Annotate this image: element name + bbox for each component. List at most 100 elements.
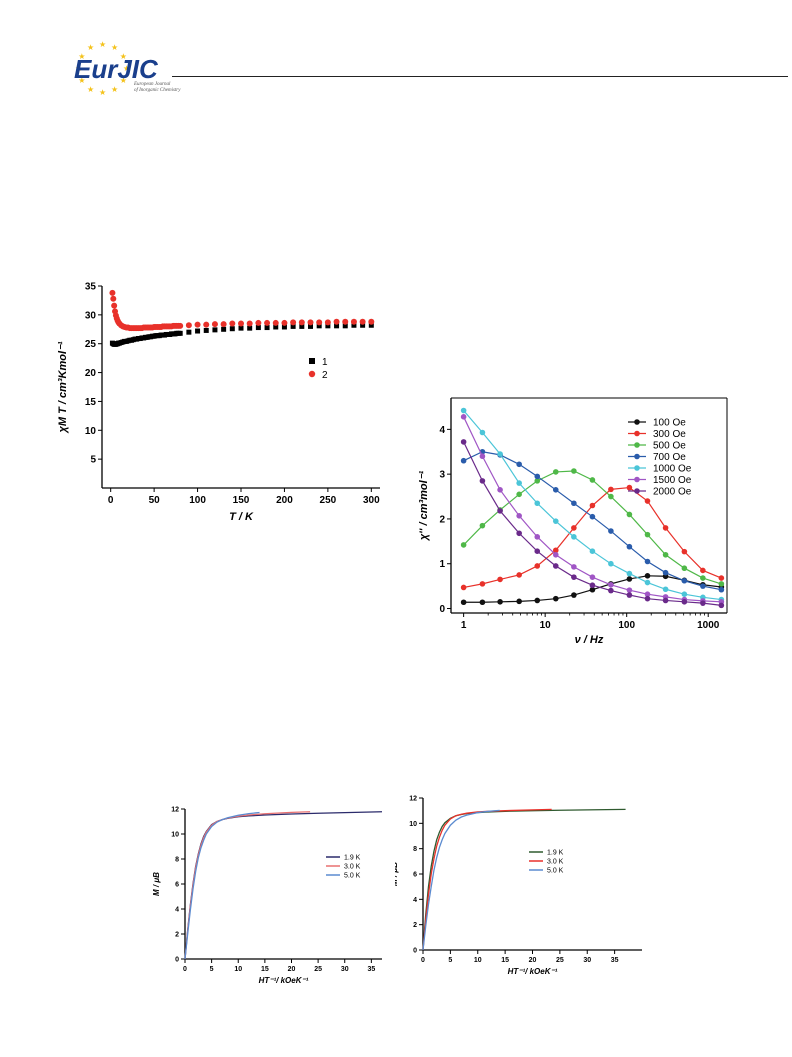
y-tick-label: 6 (175, 881, 179, 888)
journal-line-2: of Inorganic Chemistry (134, 87, 181, 93)
data-point (681, 565, 688, 572)
data-point (552, 563, 559, 569)
data-point (662, 569, 669, 576)
logo-star-icon: ★ (123, 64, 130, 73)
data-point-1 (255, 325, 261, 331)
data-point-2 (211, 321, 218, 328)
data-point (589, 502, 596, 509)
y-tick-label: 4 (413, 897, 417, 904)
data-point (608, 486, 614, 493)
legend-label: 5.0 K (344, 873, 361, 880)
data-point-2 (255, 319, 262, 326)
data-point (662, 525, 669, 531)
data-point (497, 599, 503, 605)
legend-label: 2 (322, 370, 328, 381)
logo-star-icon: ★ (87, 85, 94, 94)
data-point (718, 602, 725, 609)
x-tick-label: 150 (233, 495, 250, 506)
x-tick-label: 100 (189, 495, 206, 506)
x-tick-label: 15 (501, 957, 509, 964)
data-point (497, 487, 503, 493)
data-point-1 (281, 324, 287, 330)
data-point-1 (360, 322, 366, 328)
legend-label: 1.9 K (344, 855, 361, 862)
data-point (479, 429, 486, 436)
legend-label: 1500 Oe (653, 475, 692, 486)
y-tick-label: 12 (409, 795, 417, 802)
legend-label: 3.0 K (547, 859, 564, 866)
data-point-1 (351, 322, 357, 328)
journal-logo: ★ ★★★★★★★★★★★ EurJIC (74, 40, 159, 97)
x-axis-label: ν / Hz (575, 634, 604, 646)
y-tick-label: 2 (439, 514, 445, 525)
data-point-2 (229, 320, 236, 327)
data-point-1 (299, 323, 305, 329)
x-tick-label: 25 (556, 957, 564, 964)
x-tick-label: 15 (261, 966, 269, 973)
data-point-2 (110, 295, 117, 302)
data-point (534, 563, 541, 569)
data-point (552, 595, 559, 602)
data-point (681, 577, 688, 584)
x-axis-label: HT⁻¹/ kOeK⁻¹ (259, 976, 309, 985)
y-tick-label: 35 (85, 282, 97, 293)
data-point (662, 551, 669, 558)
chart-mag1: 0 5 10 15 20 25 30 35 0 2 4 6 8 10 12 HT⁻¹/ kOeK⁻¹ M / μ… (150, 795, 395, 995)
data-point (589, 513, 596, 520)
data-point (534, 597, 541, 604)
x-axis-label: HT⁻¹/ kOeK⁻¹ (508, 967, 558, 976)
data-point (608, 587, 614, 594)
data-point (516, 513, 522, 519)
logo-text: EurJIC (74, 54, 159, 84)
y-tick-label: 8 (413, 846, 417, 853)
journal-name: European Journal of Inorganic Chemistry (134, 82, 180, 93)
x-tick-label: 250 (320, 495, 337, 506)
logo-star-icon: ★ (78, 52, 85, 61)
data-point-1 (290, 323, 296, 329)
data-point-2 (307, 319, 314, 326)
data-point (516, 598, 522, 605)
data-point-2 (316, 319, 323, 326)
series-line-1 (422, 808, 552, 951)
legend-marker (634, 430, 640, 437)
data-point (681, 548, 688, 555)
series-line-1 (184, 811, 311, 960)
chart-mag2-svg: 0 5 10 15 20 25 30 35 0 2 4 6 8 10 12 HT⁻¹/ kOeK⁻¹ M / μ… (395, 795, 642, 976)
data-point (608, 581, 614, 588)
x-tick-label: 25 (314, 966, 322, 973)
data-point-1 (238, 325, 244, 331)
data-point-2 (220, 321, 227, 328)
data-point (516, 530, 522, 537)
data-point (718, 586, 725, 593)
data-point (644, 595, 651, 602)
x-tick-label: 10 (234, 966, 242, 973)
data-point-2 (350, 318, 357, 325)
logo-star-icon: ★ (75, 64, 82, 73)
x-tick-label: 300 (363, 495, 380, 506)
x-tick-label: 10 (474, 957, 482, 964)
logo-star-icon: ★ (111, 43, 118, 52)
logo-star-icon: ★ (87, 43, 94, 52)
data-point (552, 469, 559, 475)
data-point-2 (203, 321, 210, 328)
data-point (534, 478, 541, 484)
y-tick-label: 4 (175, 906, 179, 913)
data-point (608, 560, 614, 567)
data-point (662, 586, 669, 593)
data-point (534, 500, 541, 507)
data-point-2 (272, 319, 279, 326)
legend-marker (634, 488, 640, 494)
data-point (589, 548, 596, 554)
x-tick-label: 35 (611, 957, 619, 964)
data-point-1 (203, 327, 209, 333)
data-point-2 (359, 318, 366, 325)
y-tick-label: 5 (90, 455, 96, 466)
legend-marker (309, 358, 315, 364)
data-point (460, 599, 467, 606)
y-axis-label: M / μB (152, 872, 161, 896)
data-point (700, 567, 706, 574)
data-point-1 (186, 329, 192, 335)
y-tick-label: 30 (85, 310, 97, 321)
data-point-2 (177, 322, 184, 329)
data-point (552, 487, 559, 493)
